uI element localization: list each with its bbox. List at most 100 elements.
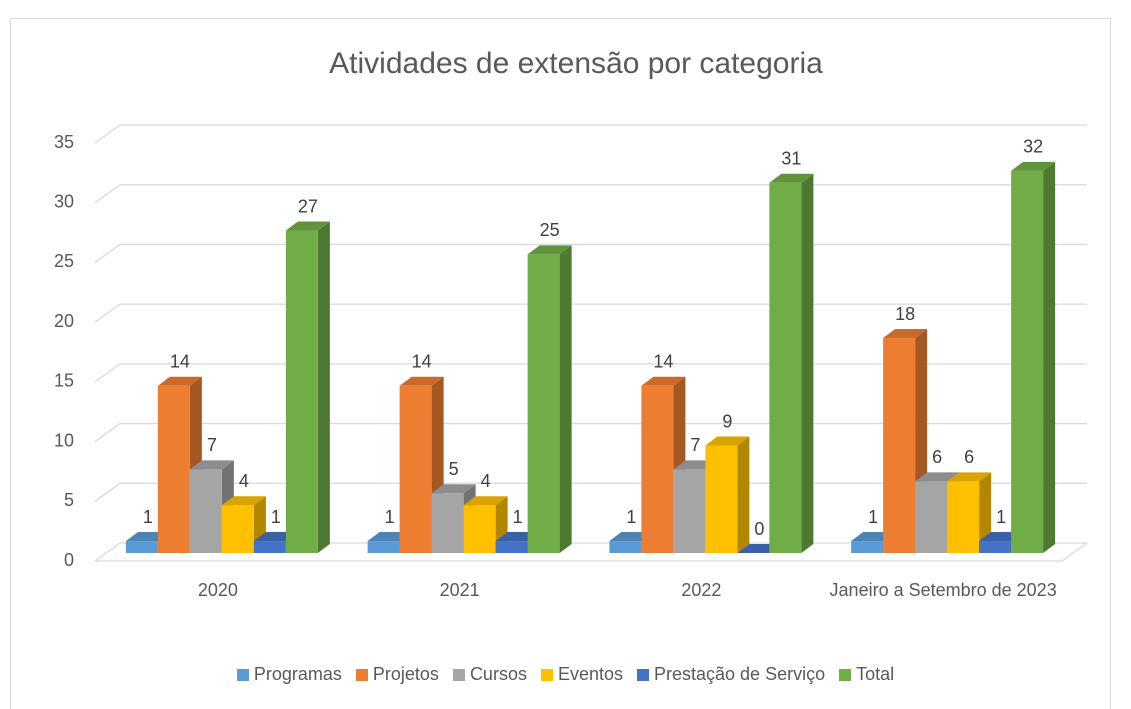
y-tick-label: 15: [54, 371, 74, 391]
grid-line: [94, 422, 1087, 443]
y-tick-label: 25: [54, 251, 74, 271]
bar-front: [705, 445, 738, 553]
legend-label: Cursos: [469, 664, 527, 684]
x-tick-label: 2021: [439, 580, 480, 600]
y-tick-label: 5: [64, 490, 74, 510]
bar-top: [641, 376, 686, 386]
legend-item: Cursos: [452, 664, 527, 685]
legend-label: Prestação de Serviço: [654, 664, 826, 684]
bar-front: [641, 385, 674, 553]
bar-top: [705, 436, 750, 446]
bar-front: [1011, 170, 1044, 554]
bar: [463, 496, 508, 553]
y-tick-label: 30: [54, 191, 74, 211]
data-label: 1: [143, 507, 153, 527]
bar-top: [883, 329, 928, 339]
bar: [1011, 161, 1056, 554]
bar-front: [399, 385, 432, 553]
bar-top: [947, 472, 992, 482]
bar-side: [559, 245, 572, 553]
bar-top: [431, 484, 476, 494]
bar-side: [979, 472, 992, 553]
bar-top: [1011, 161, 1056, 171]
data-label: 4: [481, 471, 491, 491]
data-label: 7: [207, 435, 217, 455]
legend-swatch: [355, 668, 368, 681]
data-label: 9: [722, 411, 732, 431]
bar-front: [673, 469, 706, 553]
legend-item: Eventos: [540, 664, 623, 685]
bar-top: [221, 496, 266, 506]
bar-side: [317, 221, 330, 554]
bars: [125, 161, 1056, 554]
data-label: 7: [690, 435, 700, 455]
bar-side: [801, 173, 814, 553]
legend-label: Programas: [253, 664, 342, 684]
bar: [705, 436, 750, 553]
bar-front: [609, 541, 642, 553]
y-tick-label: 10: [54, 430, 74, 450]
grid-line: [94, 184, 1087, 204]
data-label: 27: [298, 196, 318, 216]
bar-top: [915, 472, 960, 482]
bar-top: [527, 245, 572, 255]
data-label: 31: [781, 149, 801, 169]
bar-front: [495, 541, 528, 553]
bar-top: [399, 376, 444, 386]
bar-top: [463, 496, 508, 506]
bar-front: [527, 254, 560, 553]
bar-front: [851, 541, 884, 553]
chart-border: [10, 18, 1111, 709]
y-tick-label: 20: [54, 311, 74, 331]
legend-swatch: [236, 668, 249, 681]
bar-front: [947, 481, 980, 553]
legend: Programas Projetos Cursos Eventos Prestação …: [0, 664, 1131, 685]
legend-item: Programas: [236, 664, 342, 685]
data-label: 14: [170, 352, 190, 372]
legend-swatch: [839, 668, 852, 681]
bar-front: [883, 338, 916, 553]
bar: [947, 472, 992, 553]
x-tick-label: Janeiro a Setembro de 2023: [829, 580, 1057, 600]
bar-side: [737, 436, 750, 553]
legend-swatch: [540, 668, 553, 681]
data-label: 1: [385, 507, 395, 527]
bar: [527, 245, 572, 553]
data-label: 32: [1023, 137, 1043, 157]
legend-swatch: [637, 668, 649, 681]
grid-line: [94, 363, 1087, 383]
bar: [285, 221, 330, 554]
grid-line: [94, 243, 1087, 263]
grid: [94, 124, 1088, 562]
bar: [769, 173, 814, 553]
chart-title: Atividades de extensão por categoria: [329, 47, 823, 80]
data-label: 4: [239, 471, 249, 491]
bar-front: [285, 230, 318, 554]
y-tick-label: 0: [64, 550, 74, 570]
legend-label: Eventos: [557, 664, 623, 684]
grid-line: [94, 542, 1087, 562]
legend-item: Prestação de Serviço: [637, 664, 825, 685]
legend-label: Total: [856, 664, 895, 684]
x-tick-label: 2022: [681, 580, 722, 600]
bar-front: [463, 505, 496, 553]
bar-top: [769, 173, 814, 183]
bar-top: [189, 460, 234, 470]
grid-line: [94, 303, 1087, 323]
floor-right: [1061, 542, 1088, 562]
data-label: 1: [996, 507, 1006, 527]
bar-front: [157, 385, 190, 553]
bar-front: [769, 182, 802, 553]
data-label: 6: [932, 447, 942, 467]
bar-front: [367, 541, 400, 553]
bar-front: [189, 469, 222, 553]
bar-side: [1043, 161, 1056, 554]
bar-front: [221, 505, 254, 553]
bar-front: [915, 481, 948, 553]
data-label: 18: [895, 304, 915, 324]
data-label: 6: [964, 447, 974, 467]
bar-top: [157, 376, 202, 386]
data-label: 0: [754, 519, 764, 539]
